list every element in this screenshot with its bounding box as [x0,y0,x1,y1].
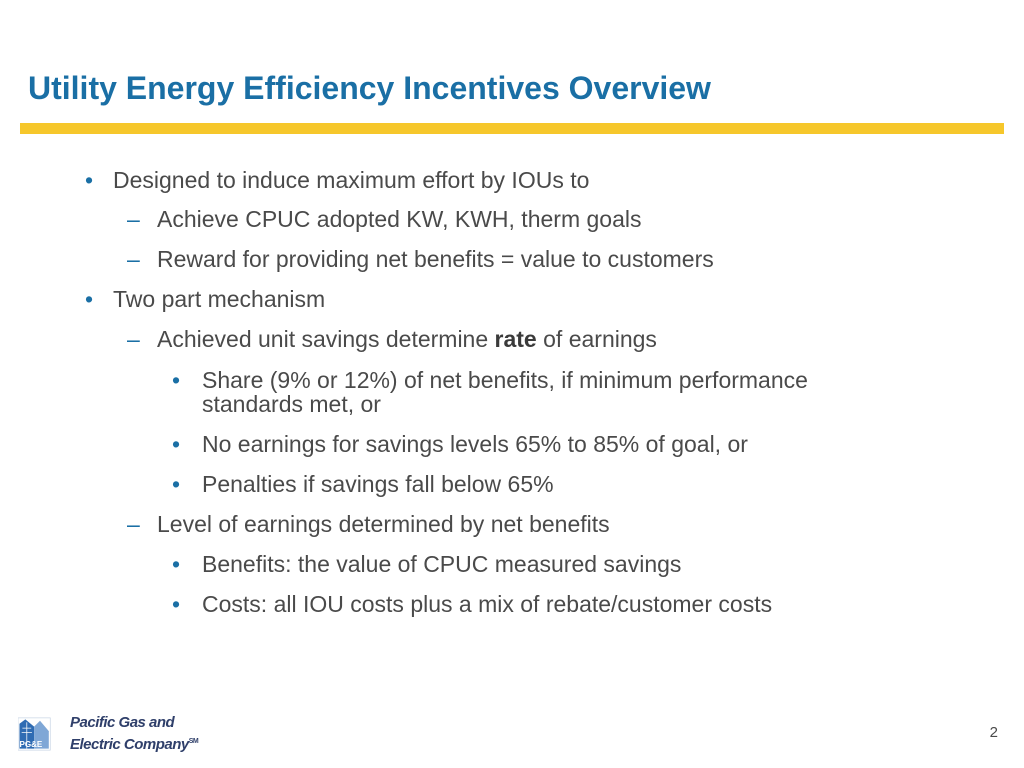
slide-title: Utility Energy Efficiency Incentives Ove… [28,70,711,106]
bullet-marker: • [172,367,181,393]
bullet-marker: • [85,286,94,312]
dash-marker: – [127,326,140,352]
bullet-text-after: of earnings [536,326,657,352]
dash-marker: – [127,246,140,272]
bullet-item: – Level of earnings determined by net be… [127,511,610,537]
logo-monogram: PG&E [19,740,42,749]
bullet-marker: • [172,551,181,577]
bullet-marker: • [172,431,181,457]
bullet-text: Reward for providing net benefits = valu… [157,246,714,272]
bullet-item: • No earnings for savings levels 65% to … [172,431,748,457]
page-number: 2 [989,724,998,741]
bullet-item: • Costs: all IOU costs plus a mix of reb… [172,591,773,617]
bullet-text-before: Achieved unit savings determine [157,326,495,352]
company-name: Pacific Gas and Electric CompanySM [70,713,199,754]
bullet-text: No earnings for savings levels 65% to 85… [202,431,748,457]
bullet-marker: • [85,167,94,193]
bullet-item: – Reward for providing net benefits = va… [127,246,714,272]
bullet-item: • Penalties if savings fall below 65% [172,471,554,497]
bullet-text: Penalties if savings fall below 65% [202,471,554,497]
bullet-text: Two part mechanism [113,286,326,312]
bullet-item: – Achieve CPUC adopted KW, KWH, therm go… [127,206,642,232]
bullet-text: Achieve CPUC adopted KW, KWH, therm goal… [157,206,642,232]
company-name-line1: Pacific Gas and [70,714,175,731]
bullet-text: standards met, or [202,391,381,417]
bullet-item: – Achieved unit savings determine rate o… [127,326,657,352]
bullet-item: • Two part mechanism [85,286,326,312]
bullet-item: • Benefits: the value of CPUC measured s… [172,551,682,577]
bullet-item: • Designed to induce maximum effort by I… [85,167,590,193]
bullet-bold-word: rate [494,326,537,352]
company-name-line2: Electric CompanySM [70,736,199,753]
bullet-marker: • [172,591,181,617]
pge-logo-icon: PG&E [18,717,51,751]
bullet-text: Level of earnings determined by net bene… [157,511,610,537]
bullet-marker: • [172,471,181,497]
bullet-continuation: standards met, or [202,392,381,417]
service-mark: SM [188,738,199,745]
bullet-text: Share (9% or 12%) of net benefits, if mi… [202,367,808,393]
bullet-item: • Share (9% or 12%) of net benefits, if … [172,367,808,393]
dash-marker: – [127,511,140,537]
bullet-text: Designed to induce maximum effort by IOU… [113,167,590,193]
dash-marker: – [127,206,140,232]
bullet-text: Costs: all IOU costs plus a mix of rebat… [202,591,773,617]
bullet-text: Benefits: the value of CPUC measured sav… [202,551,682,577]
title-underline-bar [20,123,1004,134]
